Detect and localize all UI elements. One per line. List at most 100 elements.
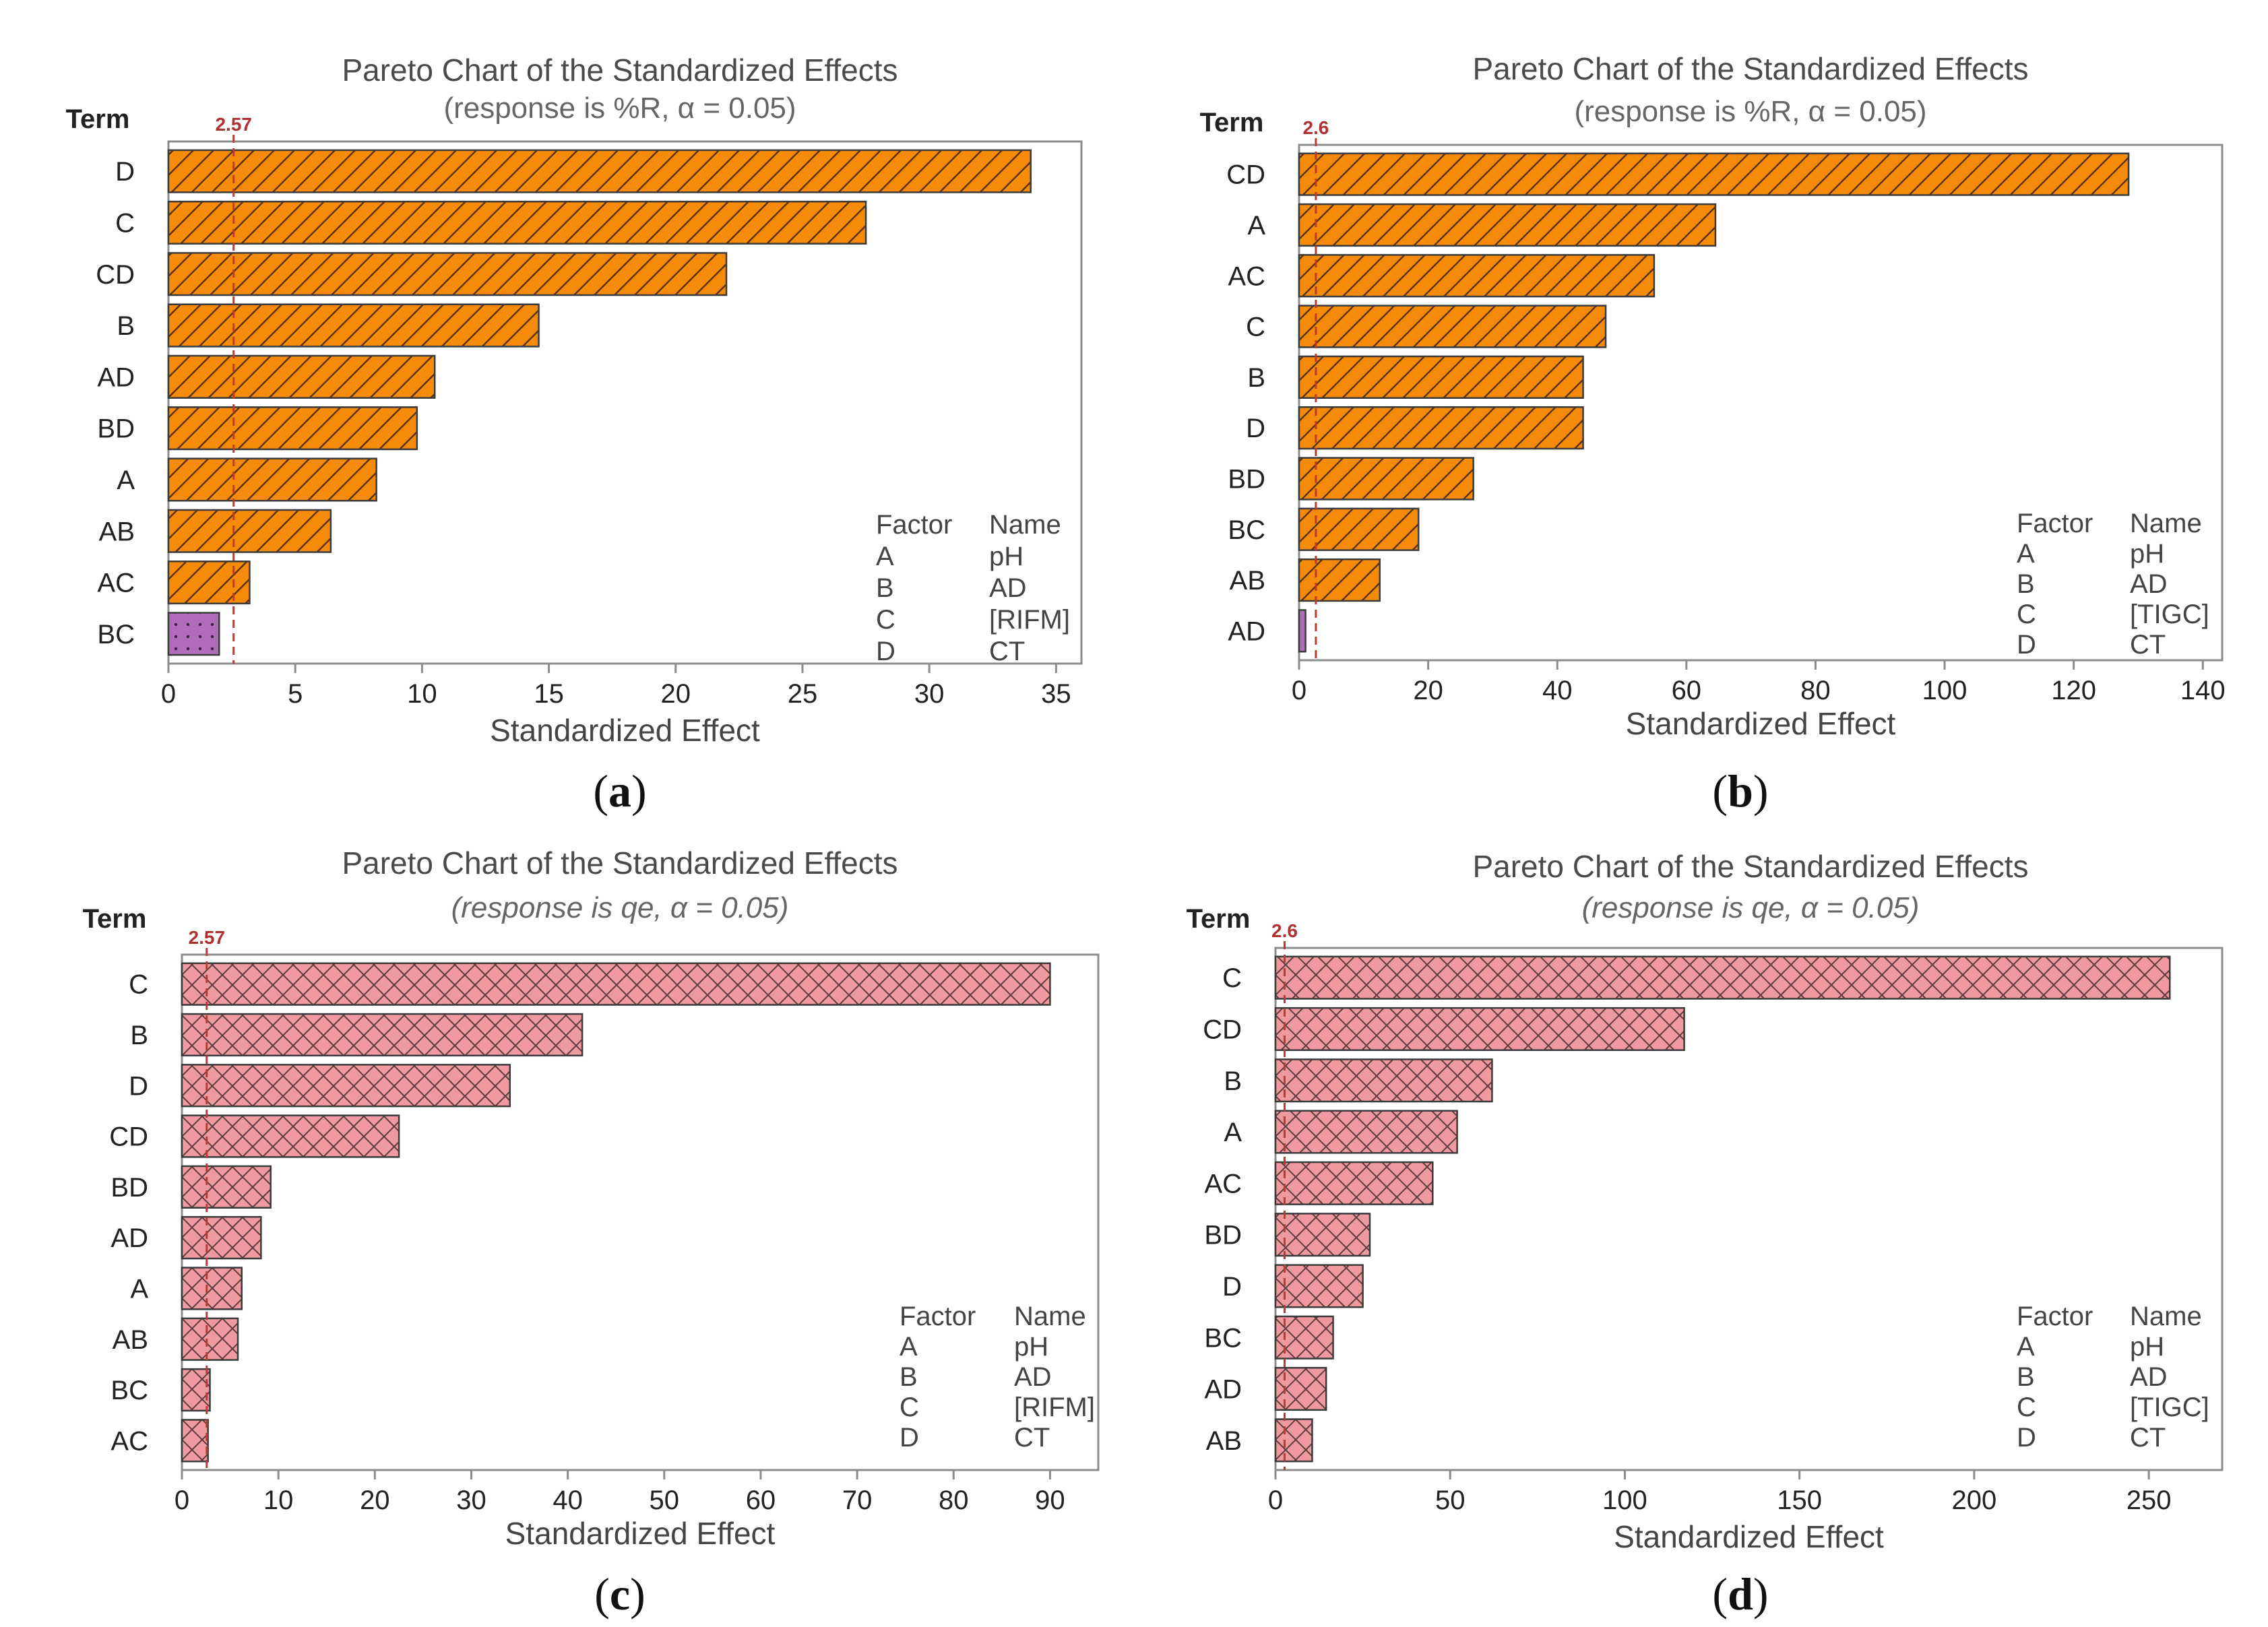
legend-header-factor: Factor — [876, 510, 952, 540]
caption-b: (b) — [1633, 765, 1848, 818]
term-label-AB: AB — [1230, 566, 1265, 596]
legend-name-A: pH — [989, 542, 1023, 571]
caption-b-open: ( — [1712, 765, 1728, 817]
bar-AB — [1274, 1418, 1313, 1463]
bar-AC — [1298, 254, 1656, 298]
term-label-CD: CD — [1203, 1015, 1242, 1044]
chart-a-svg: Pareto Chart of the Standardized Effects… — [66, 53, 1083, 748]
x-tick-label-40: 40 — [1542, 676, 1573, 705]
term-label-CD: CD — [109, 1122, 148, 1152]
x-tick-label-0: 0 — [1268, 1486, 1283, 1515]
caption-c-open: ( — [594, 1568, 610, 1620]
x-tick-label-0: 0 — [1292, 676, 1306, 705]
plot-frame — [1298, 143, 2224, 662]
legend-name-C: [TIGC] — [2130, 600, 2209, 629]
bar-B — [1298, 355, 1584, 399]
term-label-BD: BD — [1204, 1221, 1242, 1250]
caption-c-letter: c — [609, 1568, 631, 1620]
legend-name-C: [TIGC] — [2130, 1393, 2209, 1422]
x-tick-label-140: 140 — [2180, 676, 2226, 705]
bar-D — [181, 1064, 511, 1108]
x-tick-label-80: 80 — [1800, 676, 1831, 705]
bar-CD — [1298, 152, 2130, 196]
chart-title: Pareto Chart of the Standardized Effects — [342, 846, 897, 881]
caption-a-open: ( — [593, 765, 608, 817]
x-tick-label-20: 20 — [1413, 676, 1443, 705]
plot-frame — [167, 140, 1083, 665]
x-tick-label-100: 100 — [1602, 1486, 1647, 1515]
x-tick-label-150: 150 — [1777, 1486, 1822, 1515]
legend-header-factor: Factor — [900, 1302, 976, 1331]
chart-subtitle: (response is %R, α = 0.05) — [443, 92, 796, 125]
caption-b-letter: b — [1728, 765, 1753, 817]
term-label-AD: AD — [97, 362, 135, 392]
x-axis-title: Standardized Effect — [1626, 706, 1896, 741]
term-label-C: C — [129, 970, 148, 1000]
x-tick-label-20: 20 — [661, 679, 691, 709]
chart-subtitle: (response is qe, α = 0.05) — [451, 891, 789, 924]
term-label-D: D — [1222, 1272, 1242, 1302]
x-axis-title: Standardized Effect — [490, 713, 760, 748]
chart-title: Pareto Chart of the Standardized Effects — [1472, 51, 2028, 86]
bar-CD — [181, 1114, 400, 1158]
legend-header-name: Name — [1014, 1302, 1086, 1331]
x-tick-label-15: 15 — [534, 679, 564, 709]
chart-b-svg: Pareto Chart of the Standardized Effects… — [1200, 51, 2226, 741]
term-label-AC: AC — [1204, 1169, 1242, 1199]
term-label-BC: BC — [111, 1376, 148, 1405]
term-label-A: A — [130, 1274, 148, 1304]
term-label-A: A — [1247, 211, 1265, 241]
caption-b-close: ) — [1753, 765, 1769, 817]
chart-panel-c: Pareto Chart of the Standardized Effects… — [0, 813, 1134, 1627]
x-tick-label-80: 80 — [939, 1486, 969, 1515]
reference-label: 2.57 — [215, 114, 252, 135]
bar-D — [167, 149, 1032, 193]
legend-factor-C: C — [2017, 600, 2036, 629]
bar-B — [167, 303, 540, 348]
term-label-AD: AD — [1228, 616, 1265, 646]
legend-name-A: pH — [2130, 1332, 2164, 1362]
caption-a-close: ) — [631, 765, 647, 817]
reference-label: 2.57 — [189, 927, 226, 948]
legend-factor-A: A — [2017, 539, 2035, 569]
legend-name-B: AD — [1014, 1362, 1052, 1392]
legend-factor-B: B — [2017, 569, 2035, 599]
term-label-AC: AC — [1228, 261, 1265, 291]
bar-AC — [167, 561, 251, 605]
term-label-BD: BD — [1228, 464, 1265, 494]
chart-panel-a: Pareto Chart of the Standardized Effects… — [0, 0, 1134, 817]
plot-frame — [1274, 947, 2224, 1471]
x-tick-label-60: 60 — [746, 1486, 776, 1515]
term-label-A: A — [1224, 1118, 1242, 1147]
legend-name-B: AD — [2130, 1362, 2168, 1392]
term-label-CD: CD — [96, 260, 135, 290]
term-label-BC: BC — [97, 620, 135, 649]
legend-header-name: Name — [989, 510, 1061, 540]
bar-AD — [167, 354, 436, 399]
bar-D — [1274, 1264, 1364, 1308]
legend-name-A: pH — [2130, 539, 2164, 569]
x-tick-label-5: 5 — [288, 679, 303, 709]
x-tick-label-0: 0 — [175, 1486, 189, 1515]
legend-header-factor: Factor — [2017, 1302, 2093, 1331]
legend-name-D: CT — [2130, 1423, 2166, 1453]
chart-title: Pareto Chart of the Standardized Effects — [1472, 849, 2028, 884]
reference-label: 2.6 — [1271, 920, 1298, 941]
bar-D — [1298, 406, 1584, 450]
bar-C — [1274, 955, 2171, 1000]
term-label-AC: AC — [97, 569, 135, 598]
bar-C — [167, 200, 867, 245]
legend-header-name: Name — [2130, 509, 2202, 538]
term-label-A: A — [117, 466, 135, 495]
legend-header-name: Name — [2130, 1302, 2202, 1331]
bar-BC — [181, 1368, 211, 1412]
term-label-B: B — [117, 311, 135, 341]
bar-A — [181, 1267, 243, 1310]
bar-AC — [181, 1419, 209, 1463]
term-label-C: C — [1222, 963, 1242, 993]
x-tick-label-30: 30 — [914, 679, 945, 709]
x-tick-label-10: 10 — [407, 679, 437, 709]
x-tick-label-40: 40 — [553, 1486, 583, 1515]
term-label-AB: AB — [113, 1325, 148, 1355]
x-tick-label-120: 120 — [2051, 676, 2096, 705]
